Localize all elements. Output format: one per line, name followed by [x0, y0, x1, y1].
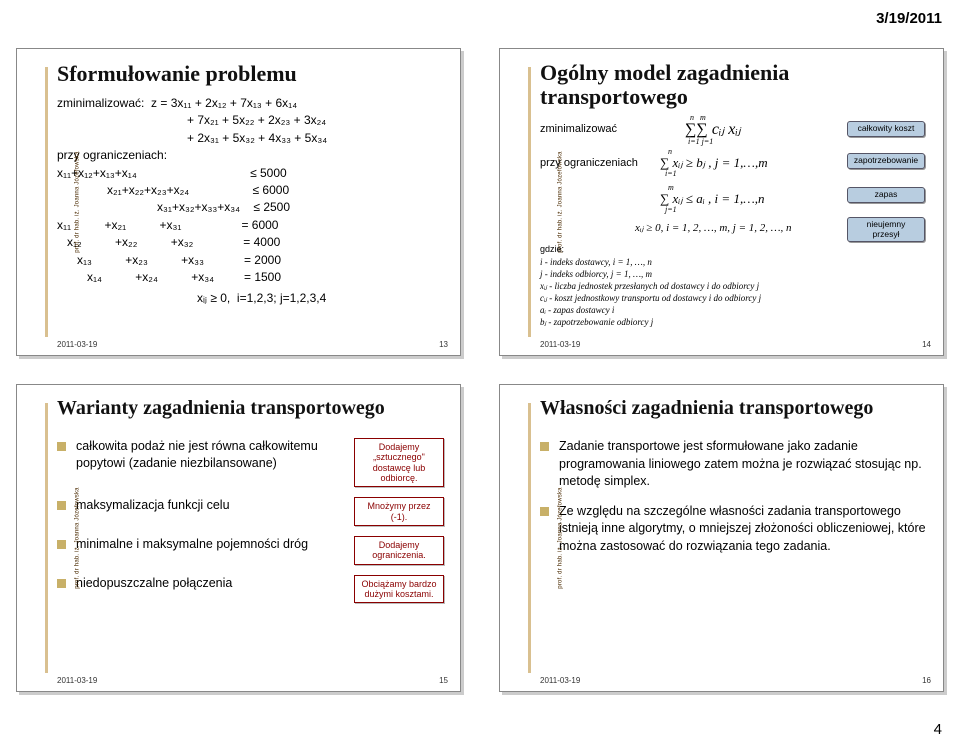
c1: x₁₁+x₁₂+x₁₃+x₁₄ ≤ 5000 — [57, 165, 444, 182]
gdzie-label: gdzie: — [540, 243, 927, 255]
s4-b1: Zadanie transportowe jest sformułowane j… — [559, 438, 927, 491]
bullet-icon — [540, 507, 549, 516]
c4: x₁₁ +x₂₁ +x₃₁ = 6000 — [57, 217, 444, 234]
min-label: zminimalizować — [540, 123, 617, 135]
min-sub: i=1 j=1 — [688, 137, 713, 146]
slide-4-title: Własności zagadnienia transportowego — [540, 397, 927, 420]
constr-label: przy ograniczeniach — [540, 157, 638, 169]
slide-3-title: Warianty zagadnienia transportowego — [57, 397, 444, 420]
slide-3-body: całkowita podaż nie jest równa całkowite… — [57, 438, 444, 603]
slide-3: prof. dr hab. iż. Joanna Józefowska Wari… — [16, 384, 461, 692]
min-formula: ∑∑ cᵢⱼ xᵢⱼ — [685, 119, 741, 139]
g6: bⱼ - zapotrzebowanie odbiorcy j — [540, 316, 927, 328]
slide-1: prof. dr hab. iż. Joanna Józefowska Sfor… — [16, 48, 461, 356]
bullet-icon — [57, 540, 66, 549]
side-accent-bar — [45, 403, 48, 673]
badge-demand: zapotrzebowanie — [847, 153, 925, 168]
side-author-label: prof. dr hab. iż. Joanna Józefowska — [75, 487, 81, 588]
page-number: 4 — [934, 721, 942, 738]
slide-3-footer-num: 15 — [439, 676, 448, 685]
c2-idx: j=1 — [665, 205, 677, 214]
bullet-icon — [57, 579, 66, 588]
slide-4-body: Zadanie transportowe jest sformułowane j… — [540, 438, 927, 555]
nonneg: xᵢⱼ ≥ 0, i=1,2,3; j=1,2,3,4 — [57, 290, 444, 307]
g5: aᵢ - zapas dostawcy i — [540, 304, 927, 316]
c7: x₁₄ +x₂₄ +x₃₄ = 1500 — [57, 269, 444, 286]
slide-2: prof. dr hab. iż. Joanna Józefowska Ogól… — [499, 48, 944, 356]
c3: xᵢⱼ ≥ 0, i = 1, 2, …, m, j = 1, 2, …, n — [635, 221, 792, 234]
c6: x₁₃ +x₂₃ +x₃₃ = 2000 — [57, 252, 444, 269]
side-author-label: prof. dr hab. iż. Joanna Józefowska — [558, 487, 564, 588]
c1-idx: i=1 — [665, 169, 677, 178]
constraints-label: przy ograniczeniach: — [57, 147, 444, 164]
slide-1-footer-num: 13 — [439, 340, 448, 349]
g3: xᵢⱼ - liczba jednostek przesłanych od do… — [540, 280, 927, 292]
side-accent-bar — [528, 67, 531, 337]
slide-3-footer-date: 2011-03-19 — [57, 676, 97, 685]
badge-supply: zapas — [847, 187, 925, 202]
note-2: Mnożymy przez (-1). — [354, 497, 444, 526]
slide-2-footer-date: 2011-03-19 — [540, 340, 580, 349]
slide-2-footer-num: 14 — [922, 340, 931, 349]
c5: x₁₂ +x₂₂ +x₃₂ = 4000 — [57, 234, 444, 251]
slide-4: prof. dr hab. iż. Joanna Józefowska Włas… — [499, 384, 944, 692]
badge-cost: całkowity koszt — [847, 121, 925, 136]
page-date: 3/19/2011 — [876, 10, 942, 27]
bullet-icon — [57, 501, 66, 510]
note-4: Obciążamy bardzo dużymi kosztami. — [354, 575, 444, 604]
slide-2-title: Ogólny model zagadnienia transportowego — [540, 61, 927, 109]
side-accent-bar — [45, 67, 48, 337]
slide-4-footer-num: 16 — [922, 676, 931, 685]
side-accent-bar — [528, 403, 531, 673]
s3-b4: niedopuszczalne połączenia — [76, 575, 344, 592]
slide-1-body: zminimalizować: z = 3x₁₁ + 2x₁₂ + 7x₁₃ +… — [57, 95, 444, 308]
c3: x₃₁+x₃₂+x₃₃+x₃₄ ≤ 2500 — [57, 199, 444, 216]
note-1: Dodajemy „sztucznego" dostawcę lub odbio… — [354, 438, 444, 487]
side-author-label: prof. dr hab. iż. Joanna Józefowska — [75, 151, 81, 252]
obj-l1: z = 3x₁₁ + 2x₁₂ + 7x₁₃ + 6x₁₄ — [151, 96, 297, 110]
g2: j - indeks odbiorcy, j = 1, …, m — [540, 268, 927, 280]
badge-nonneg: nieujemny przesył — [847, 217, 925, 242]
obj-l2: + 7x₂₁ + 5x₂₂ + 2x₂₃ + 3x₂₄ — [57, 112, 444, 129]
slide-grid: prof. dr hab. iż. Joanna Józefowska Sfor… — [16, 48, 944, 692]
s3-b2: maksymalizacja funkcji celu — [76, 497, 344, 514]
objective-label: zminimalizować: — [57, 96, 144, 110]
s3-b3: minimalne i maksymalne pojemności dróg — [76, 536, 344, 553]
slide-1-title: Sformułowanie problemu — [57, 61, 444, 87]
note-3: Dodajemy ograniczenia. — [354, 536, 444, 565]
s3-b1: całkowita podaż nie jest równa całkowite… — [76, 438, 344, 472]
obj-l3: + 2x₃₁ + 5x₃₂ + 4x₃₃ + 5x₃₄ — [57, 130, 444, 147]
c2: x₂₁+x₂₂+x₂₃+x₂₄ ≤ 6000 — [57, 182, 444, 199]
slide-1-footer-date: 2011-03-19 — [57, 340, 97, 349]
g1: i - indeks dostawcy, i = 1, …, n — [540, 256, 927, 268]
s4-b2: Ze względu na szczególne własności zadan… — [559, 503, 927, 556]
slide-4-footer-date: 2011-03-19 — [540, 676, 580, 685]
slide-2-body: zminimalizować n m ∑∑ cᵢⱼ xᵢⱼ i=1 j=1 pr… — [540, 117, 927, 347]
g4: cᵢⱼ - koszt jednostkowy transportu od do… — [540, 292, 927, 304]
bullet-icon — [57, 442, 66, 451]
bullet-icon — [540, 442, 549, 451]
